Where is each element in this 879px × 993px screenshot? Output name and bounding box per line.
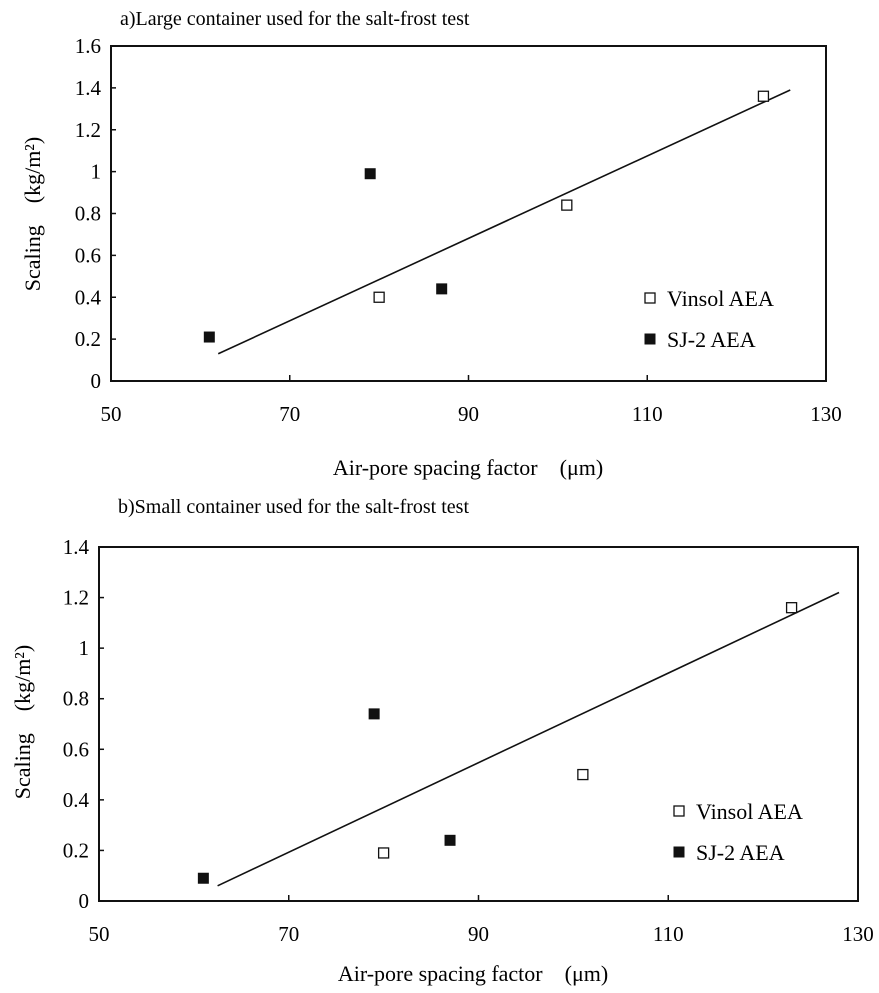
data-point-vinsol bbox=[377, 847, 390, 859]
y-tick-label: 0 bbox=[79, 889, 90, 913]
data-point-sj2 bbox=[436, 283, 448, 295]
y-tick-label: 1.4 bbox=[63, 535, 90, 559]
y-tick-label: 0.4 bbox=[75, 285, 102, 309]
x-tick-label: 70 bbox=[279, 402, 300, 426]
x-tick-label: 130 bbox=[842, 922, 874, 946]
data-point-vinsol bbox=[785, 602, 798, 614]
data-point-sj2 bbox=[364, 168, 376, 180]
data-point-sj2 bbox=[368, 708, 380, 720]
legend-label: Vinsol AEA bbox=[667, 286, 774, 311]
x-tick-label: 90 bbox=[458, 402, 479, 426]
x-tick-label: 130 bbox=[810, 402, 842, 426]
data-point-sj2 bbox=[203, 331, 215, 343]
data-point-vinsol bbox=[373, 291, 385, 303]
chart-panel-b: b)Small container used for the salt-fros… bbox=[10, 496, 874, 986]
y-tick-label: 0.8 bbox=[75, 202, 101, 226]
y-axis-label: Scaling (kg/m²) bbox=[10, 645, 35, 799]
y-tick-label: 1 bbox=[91, 160, 102, 184]
legend-marker bbox=[673, 846, 685, 858]
y-tick-label: 1.2 bbox=[75, 118, 101, 142]
y-tick-label: 1.4 bbox=[75, 76, 102, 100]
legend-label: Vinsol AEA bbox=[696, 799, 803, 824]
chart-panel-a: a)Large container used for the salt-fros… bbox=[20, 8, 842, 480]
x-tick-label: 50 bbox=[89, 922, 110, 946]
y-tick-label: 0 bbox=[91, 369, 102, 393]
y-tick-label: 1 bbox=[79, 636, 90, 660]
data-point-sj2 bbox=[444, 834, 456, 846]
y-tick-label: 0.4 bbox=[63, 788, 90, 812]
legend-marker bbox=[673, 805, 685, 817]
x-tick-label: 110 bbox=[632, 402, 663, 426]
data-point-vinsol bbox=[577, 768, 589, 781]
trend-line bbox=[217, 591, 840, 887]
y-tick-label: 1.2 bbox=[63, 586, 89, 610]
legend-label: SJ-2 AEA bbox=[667, 327, 756, 352]
x-axis-label: Air-pore spacing factor (μm) bbox=[333, 455, 603, 480]
chart-title: b)Small container used for the salt-fros… bbox=[118, 496, 469, 518]
x-tick-label: 90 bbox=[468, 922, 489, 946]
chart-title: a)Large container used for the salt-fros… bbox=[120, 8, 470, 30]
data-point-vinsol bbox=[561, 199, 573, 211]
legend-marker bbox=[644, 292, 656, 304]
x-tick-label: 70 bbox=[278, 922, 299, 946]
legend-label: SJ-2 AEA bbox=[696, 840, 785, 865]
y-tick-label: 0.6 bbox=[63, 737, 89, 761]
data-point-sj2 bbox=[197, 872, 209, 884]
trend-line bbox=[217, 89, 791, 355]
y-tick-label: 0.2 bbox=[63, 838, 89, 862]
x-tick-label: 110 bbox=[653, 922, 684, 946]
y-axis-label: Scaling (kg/m²) bbox=[20, 137, 45, 291]
y-tick-label: 0.8 bbox=[63, 687, 89, 711]
legend-marker bbox=[644, 333, 656, 345]
y-tick-label: 0.2 bbox=[75, 327, 101, 351]
data-point-vinsol bbox=[757, 90, 770, 102]
y-tick-label: 0.6 bbox=[75, 243, 101, 267]
x-tick-label: 50 bbox=[101, 402, 122, 426]
y-tick-label: 1.6 bbox=[75, 34, 101, 58]
x-axis-label: Air-pore spacing factor (μm) bbox=[338, 961, 608, 986]
